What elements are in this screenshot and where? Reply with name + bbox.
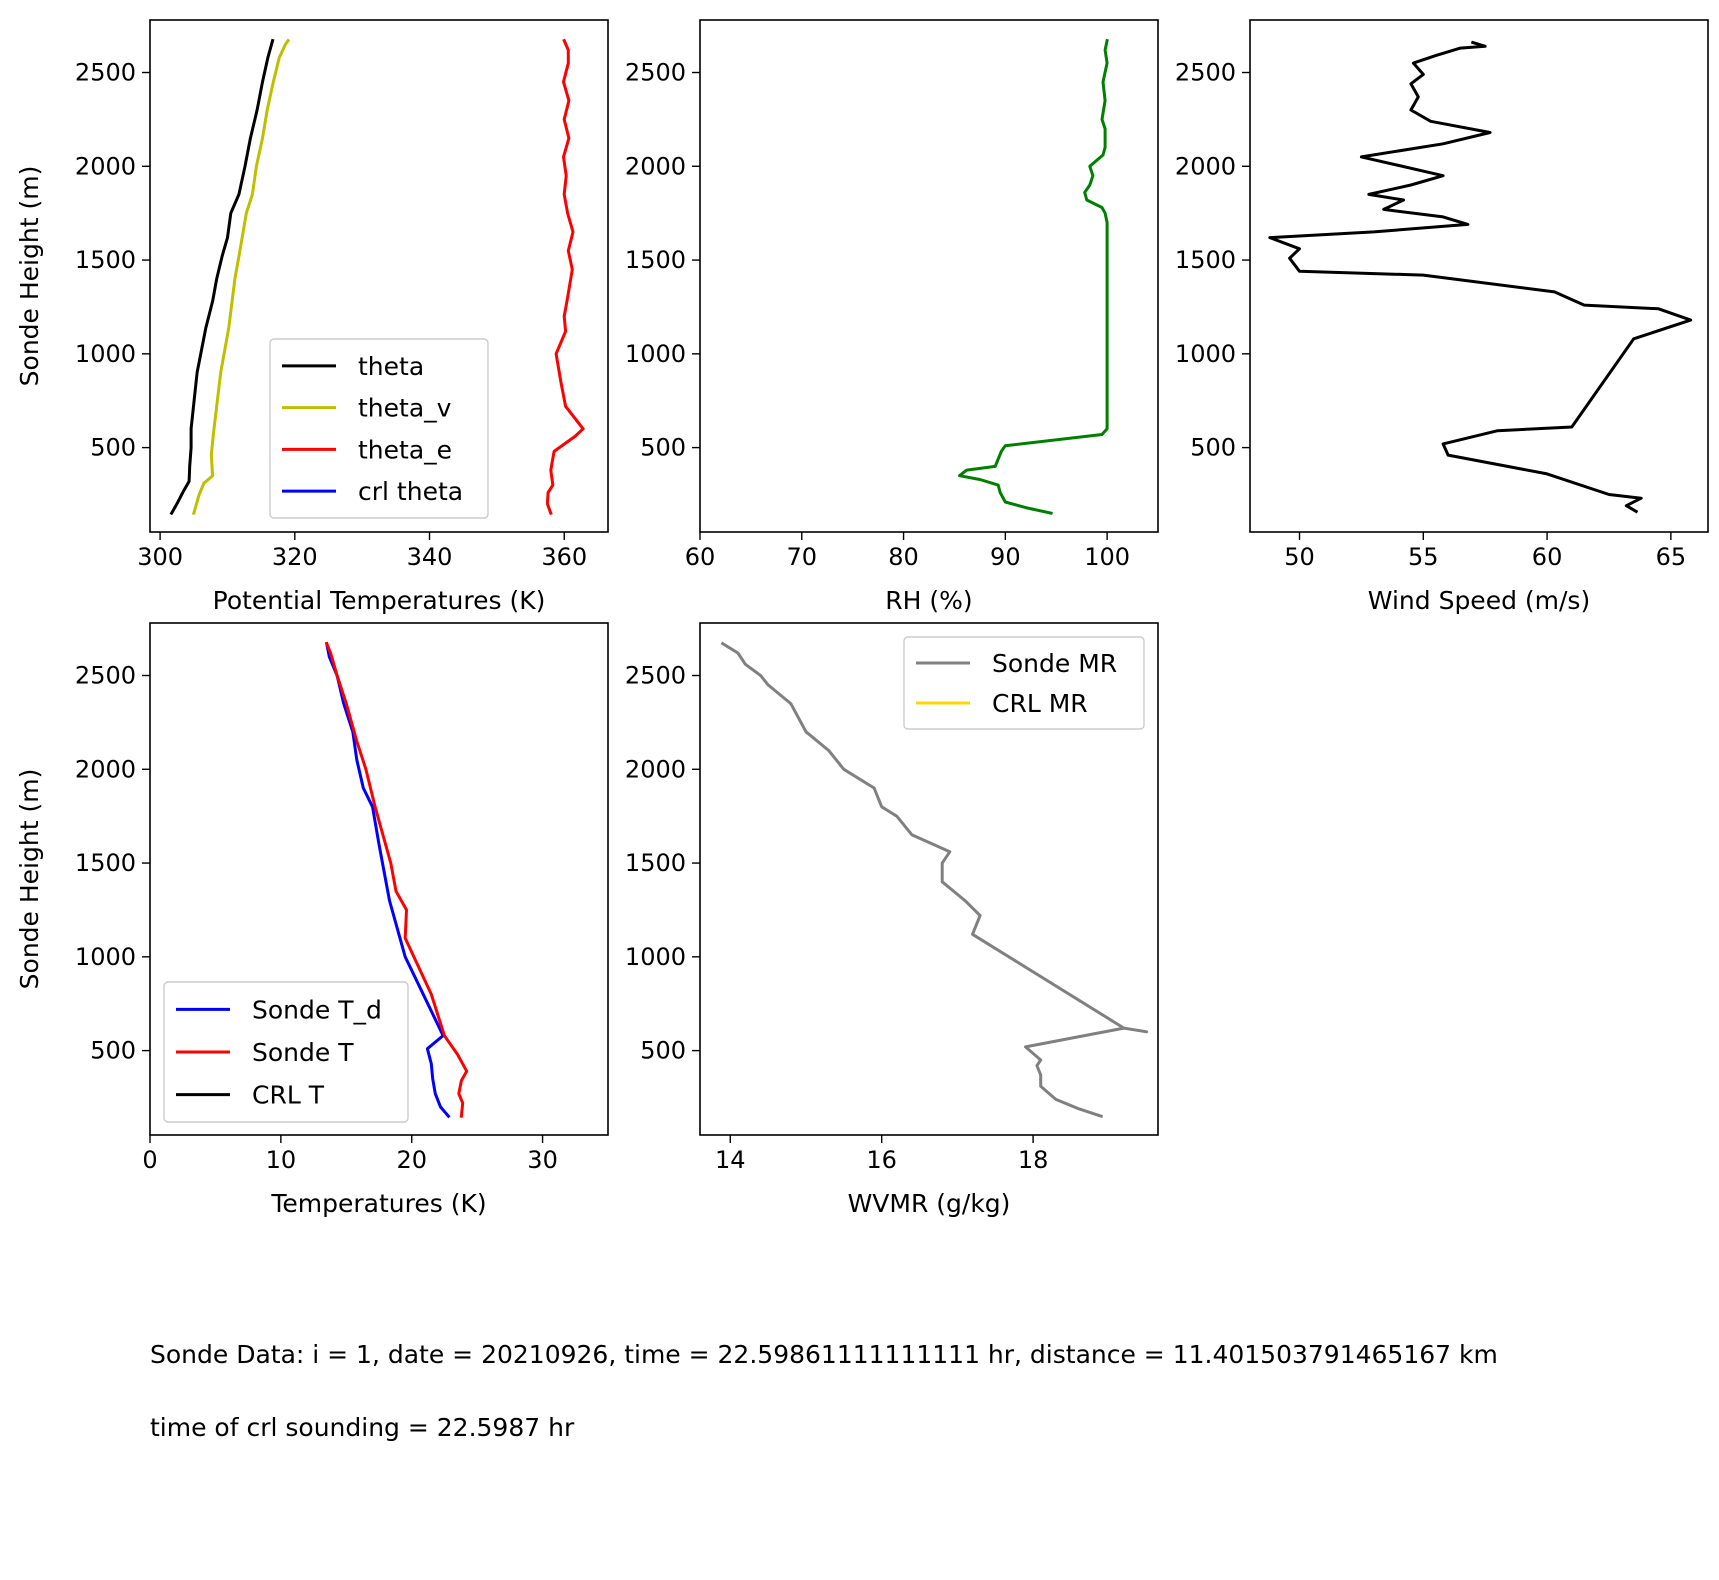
temperature-legend: Sonde T_d Sonde T CRL T [163,981,409,1123]
temperature-x-tick-label: 10 [266,1146,297,1174]
potential-temperature-legend-entry: theta_e [358,435,452,464]
temperature-series-sonde-t-line [324,641,469,1118]
water-vapor-mixing-ratio-y-tick-label: 2500 [625,662,686,690]
temperature-frame [149,622,609,1136]
wind-speed-y-tick-label: 2500 [1175,59,1236,87]
water-vapor-mixing-ratio-x-axis-label: WVMR (g/kg) [848,1189,1011,1218]
potential-temperature-x-tick-label: 300 [137,543,183,571]
water-vapor-mixing-ratio-x-tick-label: 14 [715,1146,746,1174]
temperature-x-axis-label: Temperatures (K) [270,1189,486,1218]
water-vapor-mixing-ratio-legend-entry: Sonde MR [992,649,1117,678]
potential-temperature-legend-entry: theta [358,352,424,381]
temperature-x-tick-label: 0 [142,1146,157,1174]
wind-speed-series-0-line [1268,40,1693,514]
relative-humidity-x-tick-label: 90 [990,543,1021,571]
wind-speed-frame [1249,19,1709,533]
wind-speed-x-axis-label: Wind Speed (m/s) [1368,586,1590,615]
water-vapor-mixing-ratio-y-tick-label: 1500 [625,849,686,877]
relative-humidity-series-0-line [958,38,1109,515]
relative-humidity-y-tick-label: 500 [640,434,686,462]
potential-temperature-y-tick-label: 1500 [75,246,136,274]
water-vapor-mixing-ratio-legend: Sonde MR CRL MR [903,636,1145,730]
temperature-series-sonde-t_d-line [324,641,451,1119]
temperature-x-tick-label: 20 [396,1146,427,1174]
water-vapor-mixing-ratio-legend-box [903,636,1145,730]
potential-temperature-series-theta-line [169,38,275,516]
water-vapor-mixing-ratio-x-tick-label: 16 [866,1146,897,1174]
wind-speed-y-tick-label: 2000 [1175,152,1236,180]
temperature-panel: 0 10 20 30 500 1000 1500 2000 2500 Temperatures (… [15,622,609,1218]
water-vapor-mixing-ratio-y-tick-label: 2000 [625,755,686,783]
potential-temperature-y-tick-label: 2000 [75,152,136,180]
water-vapor-mixing-ratio-panel: 14 16 18 500 1000 1500 2000 2500 WVMR (g/kg) Sond… [625,622,1159,1218]
potential-temperature-y-axis-label: Sonde Height (m) [15,166,44,387]
potential-temperature-x-axis-label: Potential Temperatures (K) [213,586,546,615]
temperature-legend-entry: Sonde T_d [252,995,382,1024]
potential-temperature-legend-box [269,338,489,519]
relative-humidity-x-tick-label: 100 [1084,543,1130,571]
wind-speed-y-tick-label: 1000 [1175,340,1236,368]
potential-temperature-series-theta_v-line [191,38,291,516]
wind-speed-x-tick-label: 50 [1284,543,1315,571]
relative-humidity-x-axis-label: RH (%) [885,586,972,615]
wind-speed-x-tick-label: 55 [1408,543,1439,571]
temperature-y-axis-label: Sonde Height (m) [15,769,44,990]
relative-humidity-x-tick-label: 60 [685,543,716,571]
wind-speed-x-tick-label: 65 [1656,543,1687,571]
potential-temperature-y-tick-label: 2500 [75,59,136,87]
relative-humidity-panel: 60 70 80 90 100 500 1000 1500 2000 2500 RH (%) [625,19,1159,615]
temperature-legend-box [163,981,409,1123]
temperature-legend-entry: CRL T [252,1081,325,1110]
temperature-legend-entry: Sonde T [252,1038,354,1067]
relative-humidity-x-tick-label: 80 [888,543,919,571]
potential-temperature-frame [149,19,609,533]
potential-temperature-x-tick-label: 340 [407,543,453,571]
potential-temperature-legend-entry: theta_v [358,394,452,423]
water-vapor-mixing-ratio-frame [699,622,1159,1136]
temperature-y-tick-label: 2000 [75,755,136,783]
potential-temperature-x-tick-label: 320 [272,543,318,571]
wind-speed-y-tick-label: 1500 [1175,246,1236,274]
relative-humidity-y-tick-label: 1000 [625,340,686,368]
temperature-y-tick-label: 500 [90,1037,136,1065]
temperature-y-tick-label: 1500 [75,849,136,877]
potential-temperature-y-tick-label: 500 [90,434,136,462]
water-vapor-mixing-ratio-x-tick-label: 18 [1018,1146,1049,1174]
water-vapor-mixing-ratio-legend-entry: CRL MR [992,689,1088,718]
temperature-y-tick-label: 1000 [75,943,136,971]
potential-temperature-panel: 300 320 340 360 500 1000 1500 2000 2500 Potential… [15,19,609,615]
potential-temperature-series-theta_e-line [545,38,585,516]
wind-speed-y-tick-label: 500 [1190,434,1236,462]
footer-line-2: time of crl sounding = 22.5987 hr [150,1413,575,1442]
temperature-x-tick-label: 30 [527,1146,558,1174]
water-vapor-mixing-ratio-y-tick-label: 500 [640,1037,686,1065]
relative-humidity-y-tick-label: 2500 [625,59,686,87]
temperature-y-tick-label: 2500 [75,662,136,690]
wind-speed-x-tick-label: 60 [1532,543,1563,571]
potential-temperature-legend-entry: crl theta [358,477,463,506]
relative-humidity-x-tick-label: 70 [787,543,818,571]
relative-humidity-y-tick-label: 2000 [625,152,686,180]
wind-speed-panel: 50 55 60 65 500 1000 1500 2000 2500 Wind Speed (m… [1175,19,1709,615]
water-vapor-mixing-ratio-y-tick-label: 1000 [625,943,686,971]
relative-humidity-frame [699,19,1159,533]
relative-humidity-y-tick-label: 1500 [625,246,686,274]
potential-temperature-x-tick-label: 360 [541,543,587,571]
water-vapor-mixing-ratio-series-sonde-mr-line [720,641,1149,1119]
footer-line-1: Sonde Data: i = 1, date = 20210926, time… [150,1340,1498,1369]
potential-temperature-y-tick-label: 1000 [75,340,136,368]
